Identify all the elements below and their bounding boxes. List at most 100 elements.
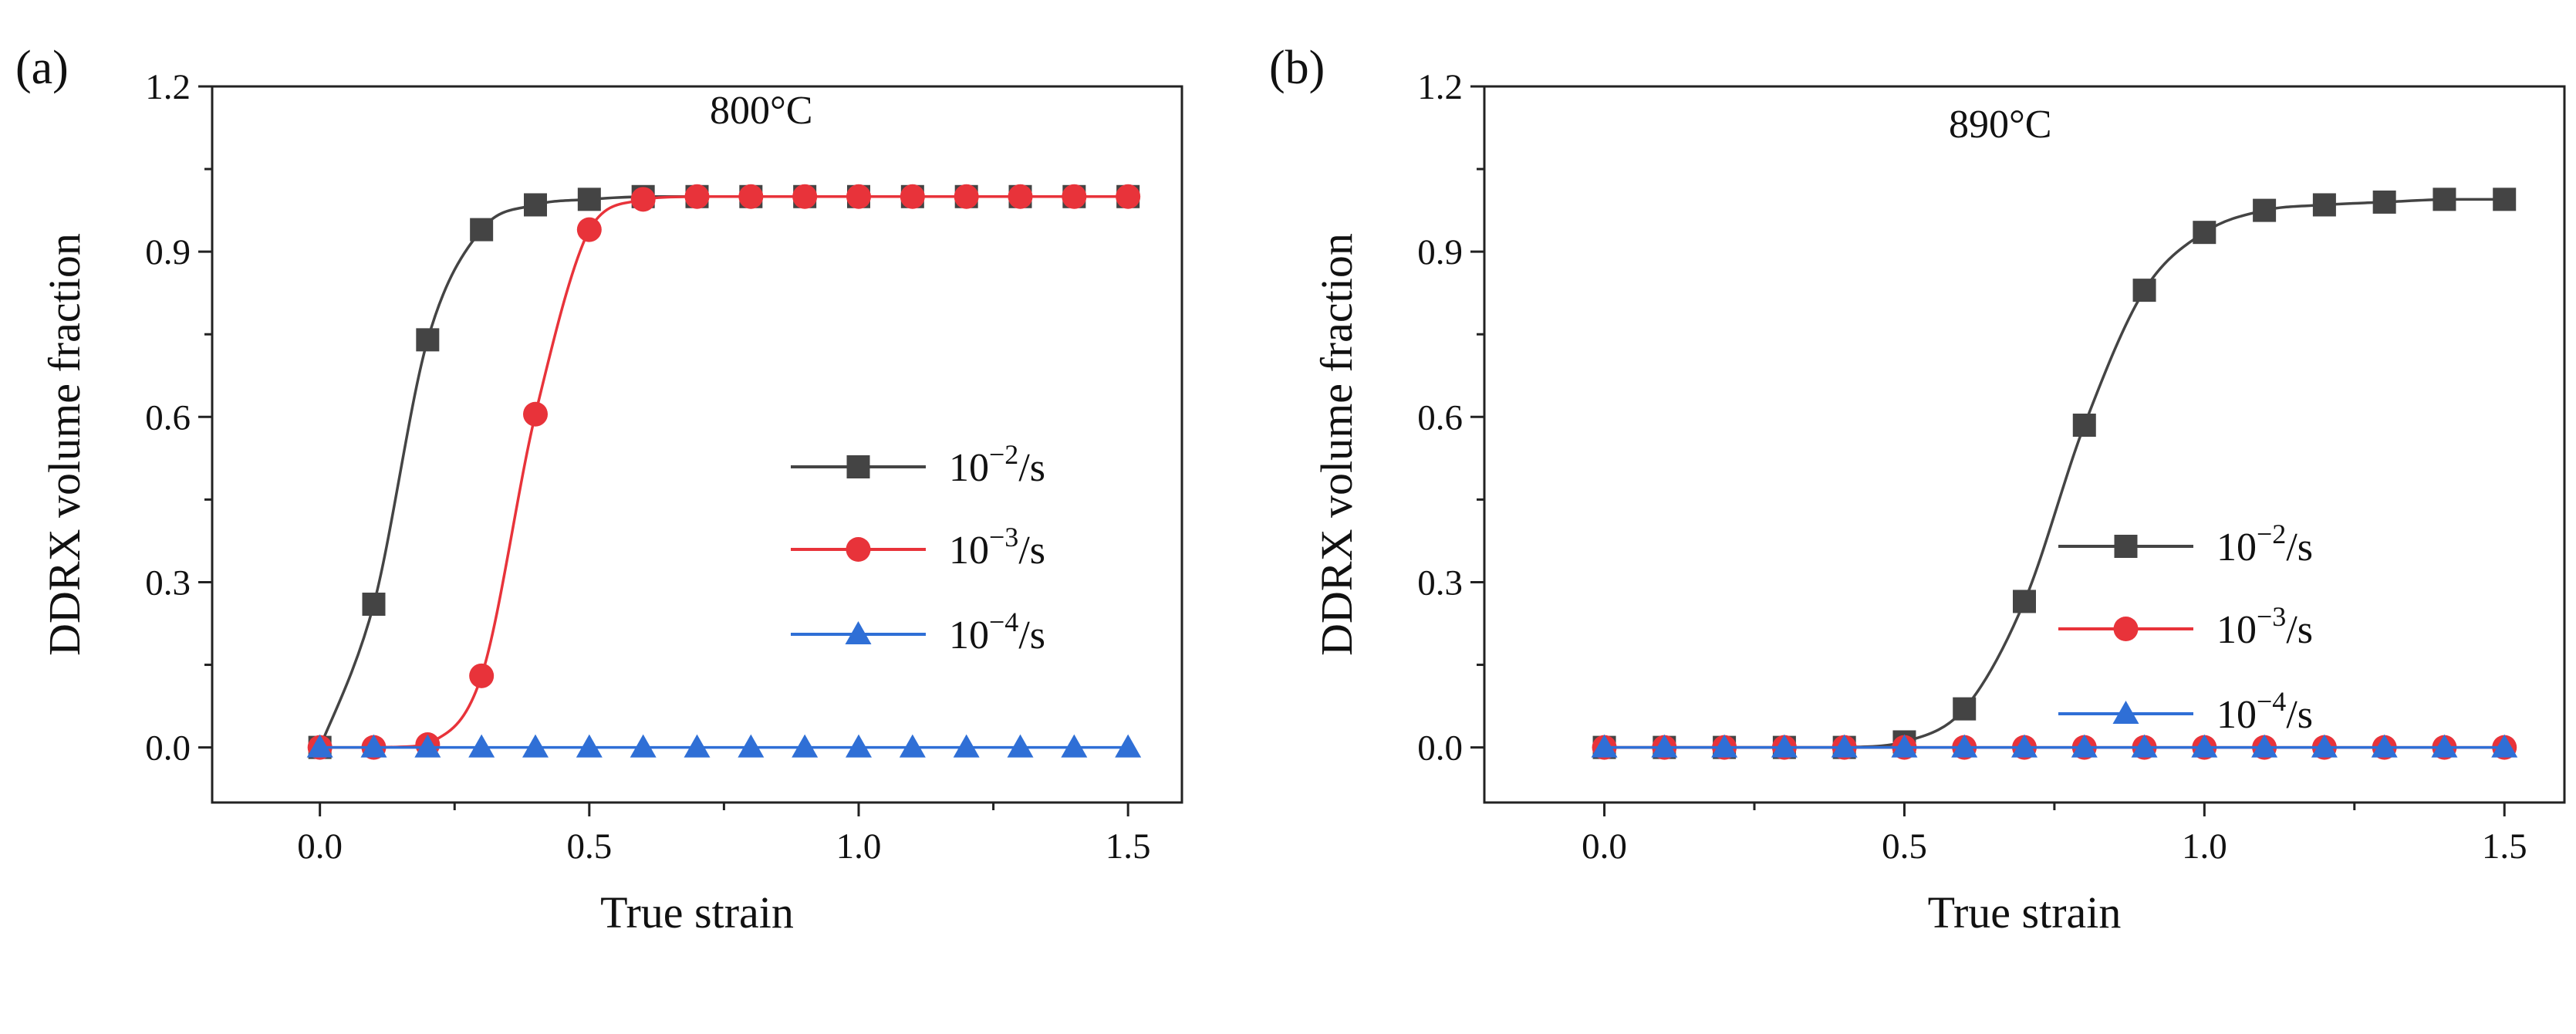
x-tick-label: 0.0 [1582, 826, 1627, 867]
legend-item: 10−3/s [2058, 601, 2313, 652]
series-3 [306, 734, 1142, 758]
y-tick-label: 0.6 [145, 397, 191, 438]
data-point-triangle [576, 734, 603, 758]
data-point-circle [576, 217, 602, 242]
data-point-triangle [1591, 734, 1618, 758]
data-point-circle [954, 184, 979, 209]
legend-exponent: −3 [2257, 601, 2286, 632]
legend-item: 10−4/s [2058, 686, 2313, 737]
data-point-triangle [1061, 734, 1088, 758]
legend-base: 10 [949, 529, 989, 573]
y-tick-label: 0.3 [145, 563, 191, 603]
chart-panel-a: (a) 0.0 0.3 0.6 0.9 1.2 0.0 0.5 1.0 1.5 True strai… [15, 42, 1183, 938]
data-point-triangle [899, 734, 926, 758]
data-point-circle [684, 184, 710, 209]
data-point-square [2312, 193, 2336, 217]
legend: 10−2/s10−3/s10−4/s [2058, 519, 2313, 737]
data-point-triangle [953, 734, 980, 758]
data-point-square [577, 188, 601, 211]
x-tick-label: 0.0 [297, 826, 343, 867]
x-axis-title: True strain [600, 887, 794, 938]
legend-exponent: −4 [989, 607, 1018, 637]
plot-frame [211, 85, 1183, 804]
data-point-square [2132, 279, 2156, 302]
data-point-triangle [2071, 734, 2098, 758]
data-point-triangle [1115, 734, 1142, 758]
data-point-square [2253, 198, 2277, 222]
panel-label: (b) [1269, 42, 1325, 94]
data-point-circle [900, 184, 925, 209]
legend-label: 10−3/s [949, 522, 1045, 573]
data-point-triangle [1831, 734, 1858, 758]
x-tick-label: 0.5 [1882, 826, 1927, 867]
data-point-triangle [738, 734, 765, 758]
legend-item: 10−2/s [791, 439, 1045, 490]
legend-unit: /s [2286, 525, 2313, 569]
data-point-square [2013, 590, 2036, 613]
data-point-triangle [2431, 734, 2458, 758]
data-point-square [2372, 190, 2396, 214]
legend-label: 10−4/s [949, 607, 1045, 657]
legend-marker-triangle [845, 621, 872, 644]
data-point-square [362, 593, 386, 617]
legend-unit: /s [2286, 693, 2313, 737]
chart-panel-b: (b) 0.0 0.3 0.6 0.9 1.2 0.0 0.5 1.0 1.5 True strai… [1269, 42, 2566, 938]
data-point-triangle [522, 734, 549, 758]
y-tick-label: 0.6 [1417, 397, 1463, 438]
temperature-annotation: 890°C [1949, 103, 2051, 147]
data-point-triangle [1891, 734, 1918, 758]
data-point-triangle [2251, 734, 2278, 758]
data-point-triangle [1951, 734, 1978, 758]
data-point-circle [630, 187, 656, 212]
panel-label: (a) [15, 42, 69, 94]
data-point-square [524, 193, 547, 217]
x-tick-label: 1.0 [836, 826, 882, 867]
data-point-square [416, 328, 440, 352]
y-axis-title: DDRX volume fraction [39, 233, 89, 656]
data-point-triangle [630, 734, 657, 758]
y-tick-label: 0.9 [145, 232, 191, 272]
x-tick-label: 0.5 [566, 826, 612, 867]
data-point-triangle [846, 734, 872, 758]
legend: 10−2/s10−3/s10−4/s [791, 439, 1045, 657]
series-2 [307, 184, 1141, 760]
x-tick-label: 1.0 [2182, 826, 2227, 867]
series-3 [1591, 734, 2518, 758]
legend-exponent: −2 [2257, 519, 2286, 549]
legend-base: 10 [2216, 608, 2257, 652]
data-point-triangle [2131, 734, 2158, 758]
data-point-square [2193, 221, 2216, 245]
legend-label: 10−2/s [949, 439, 1045, 490]
data-point-square [2493, 188, 2517, 211]
x-tick-label: 1.5 [1106, 826, 1151, 867]
legend-marker-circle [846, 537, 871, 562]
data-point-square [2433, 188, 2456, 211]
x-tick-label: 1.5 [2482, 826, 2527, 867]
data-point-triangle [2491, 734, 2518, 758]
data-point-triangle [1711, 734, 1738, 758]
legend-marker-triangle [2112, 701, 2139, 724]
legend-unit: /s [1018, 529, 1045, 573]
legend-unit: /s [1018, 613, 1045, 657]
temperature-annotation: 800°C [710, 89, 812, 133]
y-tick-label: 1.2 [145, 67, 191, 107]
legend-base: 10 [949, 446, 989, 490]
data-point-circle [1116, 184, 1141, 209]
data-point-triangle [1007, 734, 1034, 758]
data-point-square [2072, 414, 2096, 438]
legend-exponent: −2 [989, 439, 1018, 470]
data-point-triangle [2191, 734, 2218, 758]
data-point-triangle [684, 734, 711, 758]
y-tick-label: 0.0 [1417, 728, 1463, 769]
data-point-triangle [2311, 734, 2338, 758]
data-point-triangle [1651, 734, 1678, 758]
legend-marker-circle [2113, 617, 2139, 641]
data-point-triangle [360, 734, 387, 758]
legend-exponent: −3 [989, 522, 1018, 552]
legend-base: 10 [2216, 693, 2257, 737]
data-point-square [470, 218, 494, 242]
legend-base: 10 [2216, 525, 2257, 569]
legend-marker-square [2114, 535, 2138, 558]
legend-item: 10−4/s [791, 607, 1045, 657]
